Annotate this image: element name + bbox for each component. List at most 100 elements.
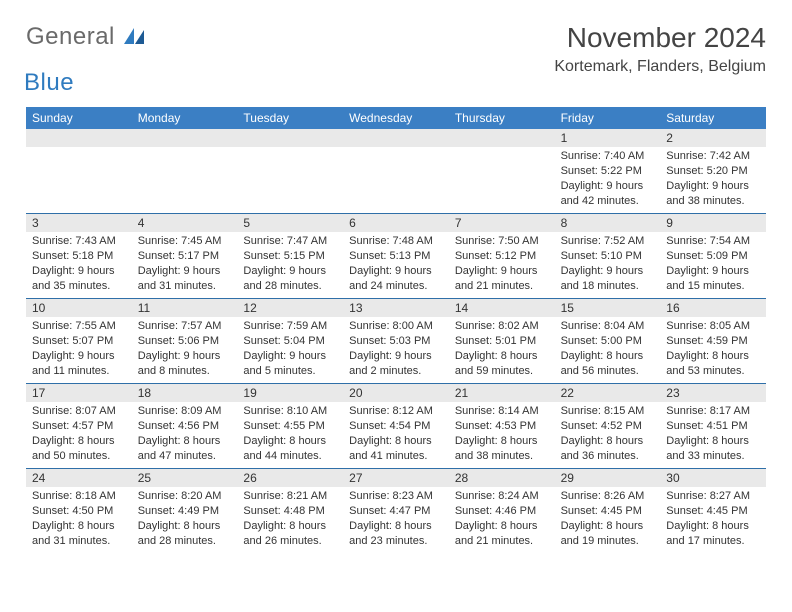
brand-part1: General — [26, 23, 115, 50]
day-number: 9 — [660, 214, 766, 232]
sunset-text: Sunset: 4:45 PM — [561, 504, 655, 519]
sunrise-text: Sunrise: 8:14 AM — [455, 404, 549, 419]
day-cell: 13Sunrise: 8:00 AMSunset: 5:03 PMDayligh… — [343, 299, 449, 383]
weeks-container: 1Sunrise: 7:40 AMSunset: 5:22 PMDaylight… — [26, 129, 766, 553]
day-cell: 28Sunrise: 8:24 AMSunset: 4:46 PMDayligh… — [449, 469, 555, 553]
day-cell: 16Sunrise: 8:05 AMSunset: 4:59 PMDayligh… — [660, 299, 766, 383]
day-cell: 22Sunrise: 8:15 AMSunset: 4:52 PMDayligh… — [555, 384, 661, 468]
day-details: Sunrise: 8:02 AMSunset: 5:01 PMDaylight:… — [449, 317, 555, 382]
daylight-text: Daylight: 9 hours and 38 minutes. — [666, 179, 760, 209]
weekday-header: Wednesday — [343, 107, 449, 129]
daylight-text: Daylight: 9 hours and 21 minutes. — [455, 264, 549, 294]
day-details: Sunrise: 7:57 AMSunset: 5:06 PMDaylight:… — [132, 317, 238, 382]
day-details: Sunrise: 8:14 AMSunset: 4:53 PMDaylight:… — [449, 402, 555, 467]
weekday-header: Saturday — [660, 107, 766, 129]
week-row: 3Sunrise: 7:43 AMSunset: 5:18 PMDaylight… — [26, 213, 766, 298]
day-details: Sunrise: 8:26 AMSunset: 4:45 PMDaylight:… — [555, 487, 661, 552]
daylight-text: Daylight: 8 hours and 28 minutes. — [138, 519, 232, 549]
daylight-text: Daylight: 9 hours and 15 minutes. — [666, 264, 760, 294]
daylight-text: Daylight: 8 hours and 26 minutes. — [243, 519, 337, 549]
day-number: 13 — [343, 299, 449, 317]
sunrise-text: Sunrise: 8:00 AM — [349, 319, 443, 334]
day-number: 23 — [660, 384, 766, 402]
day-cell: 7Sunrise: 7:50 AMSunset: 5:12 PMDaylight… — [449, 214, 555, 298]
day-cell: 12Sunrise: 7:59 AMSunset: 5:04 PMDayligh… — [237, 299, 343, 383]
day-details: Sunrise: 7:55 AMSunset: 5:07 PMDaylight:… — [26, 317, 132, 382]
day-details: Sunrise: 7:40 AMSunset: 5:22 PMDaylight:… — [555, 147, 661, 212]
day-details: Sunrise: 7:47 AMSunset: 5:15 PMDaylight:… — [237, 232, 343, 297]
day-details: Sunrise: 8:15 AMSunset: 4:52 PMDaylight:… — [555, 402, 661, 467]
sunset-text: Sunset: 5:10 PM — [561, 249, 655, 264]
sunset-text: Sunset: 4:53 PM — [455, 419, 549, 434]
day-number-empty — [343, 129, 449, 147]
sunrise-text: Sunrise: 8:12 AM — [349, 404, 443, 419]
sail-icon — [124, 28, 144, 44]
sunset-text: Sunset: 4:54 PM — [349, 419, 443, 434]
sunrise-text: Sunrise: 8:26 AM — [561, 489, 655, 504]
day-details: Sunrise: 8:24 AMSunset: 4:46 PMDaylight:… — [449, 487, 555, 552]
day-cell: 5Sunrise: 7:47 AMSunset: 5:15 PMDaylight… — [237, 214, 343, 298]
weekday-header: Friday — [555, 107, 661, 129]
day-cell — [132, 129, 238, 213]
day-cell: 2Sunrise: 7:42 AMSunset: 5:20 PMDaylight… — [660, 129, 766, 213]
sunset-text: Sunset: 5:15 PM — [243, 249, 337, 264]
week-row: 17Sunrise: 8:07 AMSunset: 4:57 PMDayligh… — [26, 383, 766, 468]
sunset-text: Sunset: 4:52 PM — [561, 419, 655, 434]
daylight-text: Daylight: 9 hours and 42 minutes. — [561, 179, 655, 209]
sunrise-text: Sunrise: 7:43 AM — [32, 234, 126, 249]
weekday-header: Monday — [132, 107, 238, 129]
day-details: Sunrise: 8:27 AMSunset: 4:45 PMDaylight:… — [660, 487, 766, 552]
day-number: 30 — [660, 469, 766, 487]
day-number: 14 — [449, 299, 555, 317]
daylight-text: Daylight: 9 hours and 18 minutes. — [561, 264, 655, 294]
sunset-text: Sunset: 5:01 PM — [455, 334, 549, 349]
day-number: 6 — [343, 214, 449, 232]
day-number-empty — [237, 129, 343, 147]
daylight-text: Daylight: 8 hours and 21 minutes. — [455, 519, 549, 549]
sunrise-text: Sunrise: 7:59 AM — [243, 319, 337, 334]
day-cell: 15Sunrise: 8:04 AMSunset: 5:00 PMDayligh… — [555, 299, 661, 383]
sunrise-text: Sunrise: 7:52 AM — [561, 234, 655, 249]
day-cell: 11Sunrise: 7:57 AMSunset: 5:06 PMDayligh… — [132, 299, 238, 383]
daylight-text: Daylight: 8 hours and 53 minutes. — [666, 349, 760, 379]
day-cell: 18Sunrise: 8:09 AMSunset: 4:56 PMDayligh… — [132, 384, 238, 468]
day-cell: 14Sunrise: 8:02 AMSunset: 5:01 PMDayligh… — [449, 299, 555, 383]
day-number: 17 — [26, 384, 132, 402]
day-cell: 3Sunrise: 7:43 AMSunset: 5:18 PMDaylight… — [26, 214, 132, 298]
sunset-text: Sunset: 4:59 PM — [666, 334, 760, 349]
sunset-text: Sunset: 5:00 PM — [561, 334, 655, 349]
sunrise-text: Sunrise: 8:09 AM — [138, 404, 232, 419]
daylight-text: Daylight: 8 hours and 56 minutes. — [561, 349, 655, 379]
day-cell: 6Sunrise: 7:48 AMSunset: 5:13 PMDaylight… — [343, 214, 449, 298]
day-cell — [237, 129, 343, 213]
brand-logo: General Blue — [26, 22, 144, 97]
daylight-text: Daylight: 9 hours and 2 minutes. — [349, 349, 443, 379]
sunrise-text: Sunrise: 8:18 AM — [32, 489, 126, 504]
day-cell — [449, 129, 555, 213]
day-details: Sunrise: 7:45 AMSunset: 5:17 PMDaylight:… — [132, 232, 238, 297]
daylight-text: Daylight: 9 hours and 28 minutes. — [243, 264, 337, 294]
sunrise-text: Sunrise: 8:17 AM — [666, 404, 760, 419]
daylight-text: Daylight: 8 hours and 19 minutes. — [561, 519, 655, 549]
day-number-empty — [449, 129, 555, 147]
daylight-text: Daylight: 8 hours and 31 minutes. — [32, 519, 126, 549]
sunset-text: Sunset: 5:03 PM — [349, 334, 443, 349]
week-row: 24Sunrise: 8:18 AMSunset: 4:50 PMDayligh… — [26, 468, 766, 553]
day-details: Sunrise: 8:20 AMSunset: 4:49 PMDaylight:… — [132, 487, 238, 552]
sunrise-text: Sunrise: 8:10 AM — [243, 404, 337, 419]
daylight-text: Daylight: 8 hours and 33 minutes. — [666, 434, 760, 464]
sunset-text: Sunset: 5:12 PM — [455, 249, 549, 264]
day-details: Sunrise: 8:00 AMSunset: 5:03 PMDaylight:… — [343, 317, 449, 382]
day-details: Sunrise: 8:21 AMSunset: 4:48 PMDaylight:… — [237, 487, 343, 552]
sunrise-text: Sunrise: 8:21 AM — [243, 489, 337, 504]
day-number: 26 — [237, 469, 343, 487]
sunset-text: Sunset: 5:20 PM — [666, 164, 760, 179]
day-details: Sunrise: 8:23 AMSunset: 4:47 PMDaylight:… — [343, 487, 449, 552]
day-number: 12 — [237, 299, 343, 317]
sunset-text: Sunset: 5:07 PM — [32, 334, 126, 349]
day-details: Sunrise: 7:43 AMSunset: 5:18 PMDaylight:… — [26, 232, 132, 297]
daylight-text: Daylight: 8 hours and 17 minutes. — [666, 519, 760, 549]
daylight-text: Daylight: 8 hours and 36 minutes. — [561, 434, 655, 464]
page-header: General Blue November 2024 Kortemark, Fl… — [26, 22, 766, 97]
day-cell: 29Sunrise: 8:26 AMSunset: 4:45 PMDayligh… — [555, 469, 661, 553]
